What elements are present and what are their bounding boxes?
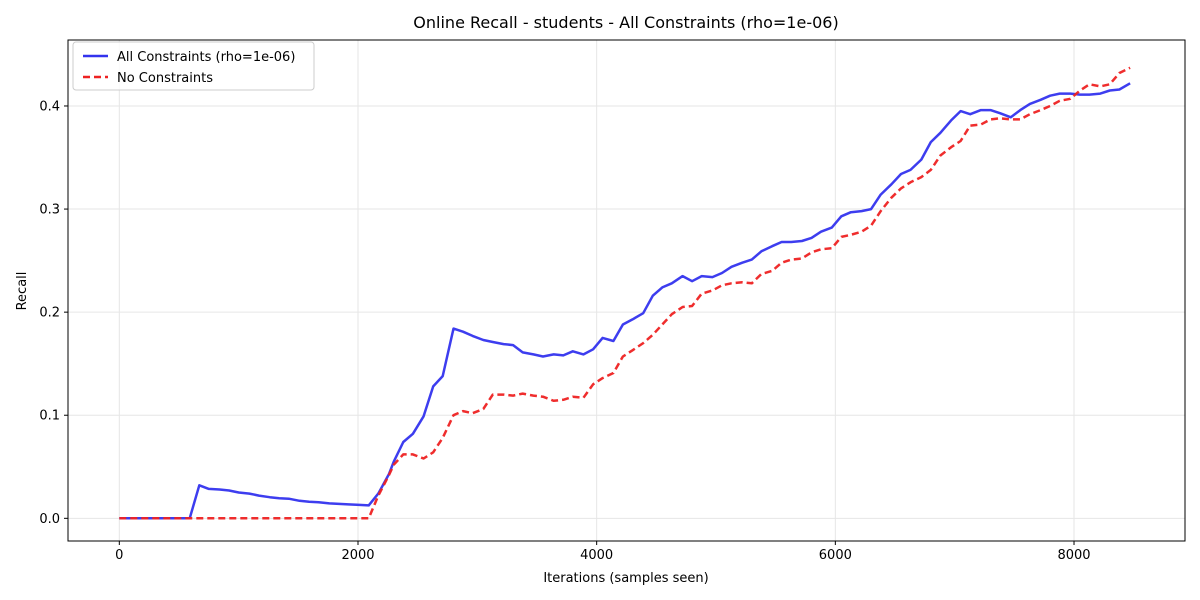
chart-title: Online Recall - students - All Constrain… [413,13,838,32]
x-tick-label: 0 [115,548,123,563]
plot-frame [67,39,1186,542]
y-tick-label: 0.0 [39,512,60,527]
legend-label-all-constraints: All Constraints (rho=1e-06) [117,50,295,65]
x-axis-label: Iterations (samples seen) [543,571,708,586]
y-tick-label: 0.2 [39,306,60,321]
x-tick-label: 6000 [819,548,852,563]
x-tick-label: 2000 [341,548,374,563]
series-lines [119,66,1131,520]
legend-box [72,41,315,91]
y-tick-label: 0.4 [39,99,60,114]
grid-lines [68,40,1185,541]
y-tick-label: 0.3 [39,203,60,218]
y-axis-label: Recall [15,272,30,311]
legend-label-no-constraints: No Constraints [117,71,213,86]
series-line-all-constraints [119,82,1131,520]
series-line-no-constraints [119,66,1131,520]
x-tick-label: 8000 [1057,548,1090,563]
x-tick-label: 4000 [580,548,613,563]
axis-ticks: 0 2000 4000 6000 8000 0.0 0.1 0.2 0.3 0.4 [39,99,1090,563]
legend: All Constraints (rho=1e-06) No Constrain… [72,41,315,91]
y-tick-label: 0.1 [39,409,60,424]
